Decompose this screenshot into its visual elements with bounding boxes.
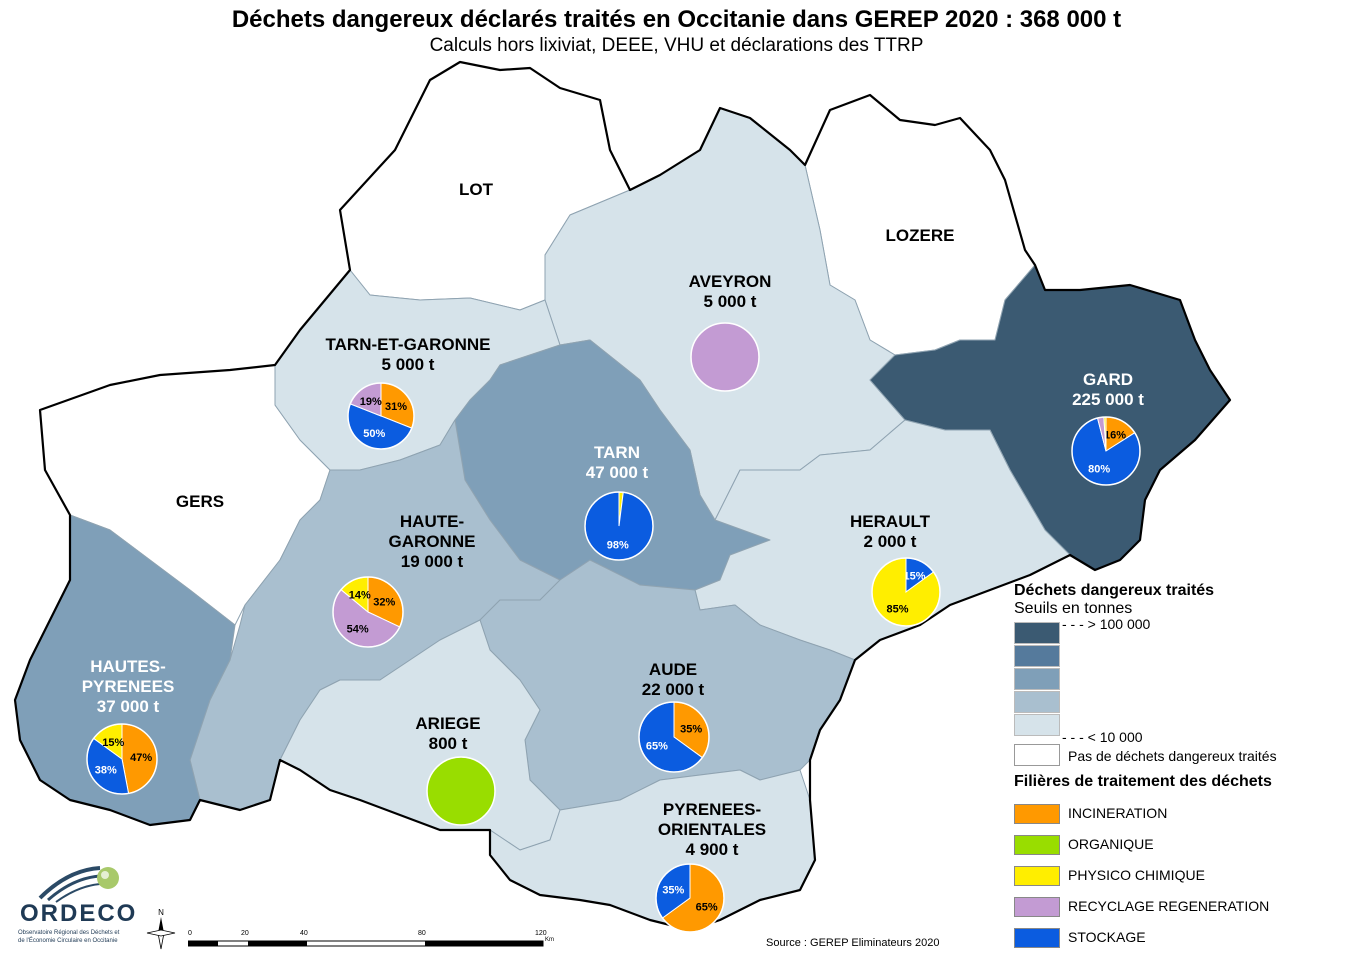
legend-ramp-none bbox=[1014, 744, 1060, 766]
legend-subtitle: Seuils en tonnes bbox=[1014, 600, 1133, 617]
pie-outline-9 bbox=[86, 723, 158, 795]
pie-label-10-incineration: 35% bbox=[680, 723, 702, 735]
legend-label-stockage: STOCKAGE bbox=[1068, 929, 1146, 945]
pie-label-7-physico_chimique: 14% bbox=[349, 590, 371, 602]
pie-label-7-incineration: 32% bbox=[373, 597, 395, 609]
legend-bottom-label: - - - < 10 000 bbox=[1062, 729, 1143, 745]
label-haute-garonne: HAUTE- GARONNE 19 000 t bbox=[388, 512, 476, 571]
pie-label-4-recyclage_regeneration: 19% bbox=[360, 396, 382, 408]
label-herault: HERAULT 2 000 t bbox=[850, 512, 930, 551]
pie-label-4-incineration: 31% bbox=[385, 401, 407, 413]
legend-swatch-stockage bbox=[1014, 928, 1060, 948]
pie-label-5-stockage: 98% bbox=[607, 540, 629, 552]
legend-top-label: - - - > 100 000 bbox=[1062, 616, 1151, 632]
logo-name: ORDECO bbox=[20, 900, 138, 927]
label-pyrenees-orientales: PYRENEES- ORIENTALES 4 900 t bbox=[657, 800, 767, 859]
legend-ramp-3 bbox=[1014, 668, 1060, 690]
label-gers: GERS bbox=[175, 492, 225, 511]
scale-tick-0: 0 bbox=[188, 930, 192, 937]
legend-ramp-4 bbox=[1014, 645, 1060, 667]
logo-line2: de l'Économie Circulaire en Occitanie bbox=[18, 938, 118, 944]
pie-label-8-stockage: 15% bbox=[903, 570, 925, 582]
scale-tick-40: 40 bbox=[300, 930, 308, 937]
pie-outline-8 bbox=[871, 557, 941, 627]
pie-outline-3 bbox=[690, 322, 760, 392]
pie-label-8-physico_chimique: 85% bbox=[886, 604, 908, 616]
scale-tick-80: 80 bbox=[418, 930, 426, 937]
pie-outline-7 bbox=[332, 576, 404, 648]
pie-label-12-stockage: 35% bbox=[662, 885, 684, 897]
pie-label-4-stockage: 50% bbox=[363, 428, 385, 440]
pie-outline-11 bbox=[426, 756, 496, 826]
ordeco-logo-mark bbox=[38, 866, 119, 903]
pie-label-7-recyclage_regeneration: 54% bbox=[347, 623, 369, 635]
legend-title: Déchets dangereux traités bbox=[1014, 582, 1215, 599]
legend-none-label: Pas de déchets dangereux traités bbox=[1068, 748, 1277, 764]
north-arrow-icon: N bbox=[146, 908, 176, 950]
pie-label-9-physico_chimique: 15% bbox=[102, 737, 124, 749]
label-tarn: TARN 47 000 t bbox=[585, 443, 649, 482]
label-tarn-et-garonne: TARN-ET-GARONNE 5 000 t bbox=[325, 335, 491, 374]
label-lozere: LOZERE bbox=[885, 226, 955, 245]
label-hautes-pyrenees: HAUTES- PYRENEES 37 000 t bbox=[81, 657, 175, 716]
legend-label-incineration: INCINERATION bbox=[1068, 805, 1168, 821]
pie-label-9-incineration: 47% bbox=[130, 752, 152, 764]
legend-swatch-recyclage bbox=[1014, 897, 1060, 917]
label-gard: GARD 225 000 t bbox=[1072, 370, 1144, 409]
pie-label-6-incineration: 16% bbox=[1104, 430, 1126, 442]
label-lot: LOT bbox=[459, 180, 493, 199]
region-border bbox=[13, 60, 1232, 932]
label-aude: AUDE 22 000 t bbox=[641, 660, 705, 699]
pie-outline-10 bbox=[638, 701, 710, 773]
pie-label-9-stockage: 38% bbox=[95, 764, 117, 776]
north-label: N bbox=[158, 908, 164, 917]
legend-label-recyclage: RECYCLAGE REGENERATION bbox=[1068, 898, 1270, 914]
legend-ramp-2 bbox=[1014, 691, 1060, 713]
source-note: Source : GEREP Eliminateurs 2020 bbox=[766, 937, 940, 949]
logo-line1: Observatoire Régional des Déchets et bbox=[18, 930, 120, 936]
map-subtitle: Calculs hors lixiviat, DEEE, VHU et décl… bbox=[429, 35, 924, 56]
map-title: Déchets dangereux déclarés traités en Oc… bbox=[231, 6, 1122, 33]
legend-ramp-5 bbox=[1014, 622, 1060, 644]
scale-bar-graphic bbox=[188, 940, 544, 947]
pie-outline-4 bbox=[347, 382, 415, 450]
pie-outline-12 bbox=[655, 863, 725, 933]
scale-tick-20: 20 bbox=[241, 930, 249, 937]
legend-ramp-1 bbox=[1014, 714, 1060, 736]
pie-label-6-stockage: 80% bbox=[1088, 463, 1110, 475]
label-ariege: ARIEGE 800 t bbox=[415, 714, 481, 753]
legend-swatch-incineration bbox=[1014, 804, 1060, 824]
ordeco-logo: ORDECO Observatoire Régional des Déchets… bbox=[18, 860, 135, 955]
legend-swatch-physico bbox=[1014, 866, 1060, 886]
scale-tick-120: 120 bbox=[535, 930, 547, 937]
scale-unit: Km bbox=[545, 937, 554, 943]
pie-outline-5 bbox=[584, 491, 654, 561]
pie-outline-6 bbox=[1071, 416, 1141, 486]
pie-charts: 31% 50% 19% 98% 16% 80% 32% 54% 14% 15% 85% 47% 38% 1… bbox=[86, 322, 1141, 933]
pie-label-10-stockage: 65% bbox=[646, 741, 668, 753]
legend-filieres-title: Filières de traitement des déchets bbox=[1014, 773, 1272, 790]
legend: Déchets dangereux traités Seuils en tonn… bbox=[1014, 582, 1344, 962]
label-aveyron: AVEYRON 5 000 t bbox=[688, 272, 772, 311]
legend-label-physico: PHYSICO CHIMIQUE bbox=[1068, 867, 1205, 883]
legend-swatch-organique bbox=[1014, 835, 1060, 855]
legend-label-organique: ORGANIQUE bbox=[1068, 836, 1154, 852]
pie-label-12-incineration: 65% bbox=[696, 901, 718, 913]
